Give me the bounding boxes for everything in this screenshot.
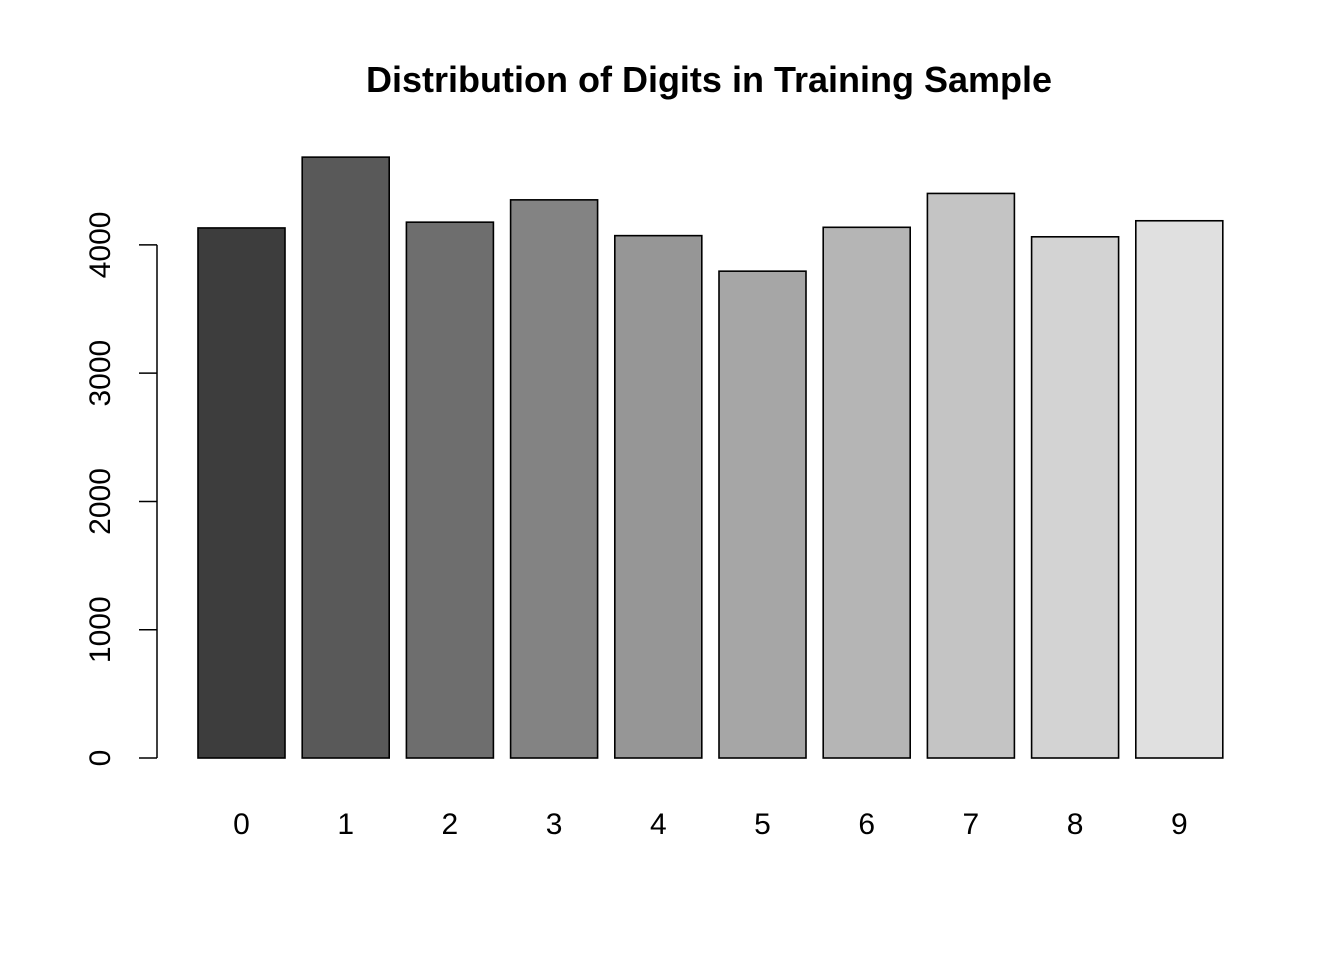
- x-tick-label: 9: [1171, 808, 1188, 841]
- bar-digit-8: [1030, 235, 1120, 759]
- bar-digit-9: [1135, 219, 1224, 759]
- x-tick-label: 8: [1067, 808, 1084, 841]
- bar-digit-1: [301, 156, 391, 759]
- bar-digit-7: [926, 192, 1016, 759]
- x-tick-label: 5: [754, 808, 771, 841]
- y-tick-label: 2000: [84, 468, 117, 535]
- bar-digit-0: [197, 227, 286, 759]
- x-tick-label: 3: [546, 808, 563, 841]
- bar-digit-3: [509, 199, 599, 759]
- bar-digit-5: [718, 270, 807, 759]
- y-tick-label: 3000: [84, 340, 117, 407]
- x-tick-label: 4: [650, 808, 667, 841]
- x-tick-label: 0: [233, 808, 250, 841]
- x-tick-label: 7: [963, 808, 980, 841]
- y-axis: 0 1000 2000 3000 4000: [84, 212, 158, 767]
- y-tick-label: 0: [84, 750, 117, 767]
- bar-digit-2: [405, 221, 495, 759]
- y-tick-label: 4000: [84, 212, 117, 279]
- x-tick-label: 1: [337, 808, 354, 841]
- bars-group: [197, 156, 1224, 759]
- x-axis-labels: 0 1 2 3 4 5 6 7 8 9: [233, 808, 1187, 841]
- x-tick-label: 2: [442, 808, 459, 841]
- x-tick-label: 6: [858, 808, 875, 841]
- chart-title: Distribution of Digits in Training Sampl…: [366, 59, 1052, 100]
- y-tick-label: 1000: [84, 596, 117, 663]
- bar-digit-4: [613, 234, 703, 759]
- bar-digit-6: [822, 226, 912, 759]
